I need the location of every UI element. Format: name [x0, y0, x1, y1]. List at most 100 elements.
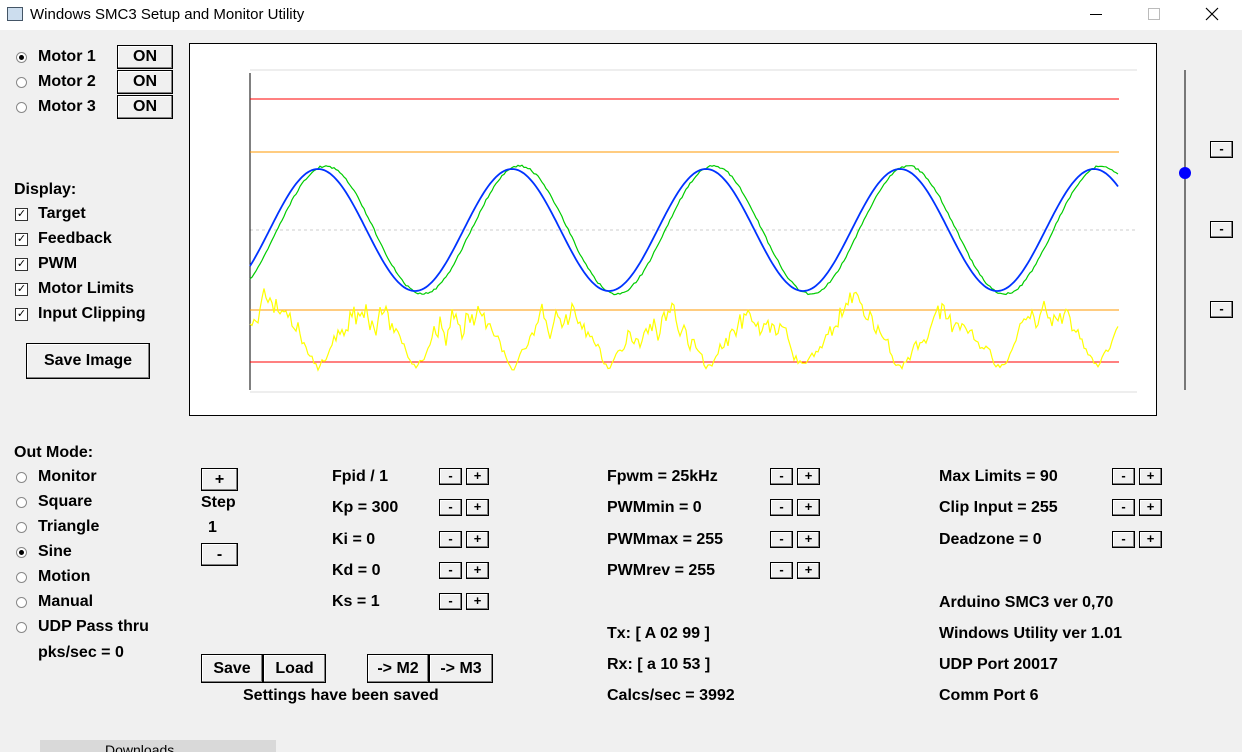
plus-button[interactable]: + — [797, 562, 820, 579]
out-mode-option: UDP Pass thru — [38, 618, 149, 636]
pks-label: pks/sec = 0 — [38, 644, 124, 662]
plus-button[interactable]: + — [466, 531, 489, 548]
out-mode-option: Manual — [38, 593, 93, 611]
info-text: Arduino SMC3 ver 0,70 — [939, 594, 1113, 612]
info-text: UDP Port 20017 — [939, 656, 1058, 674]
minus-button[interactable]: - — [439, 562, 462, 579]
minus-button[interactable]: - — [439, 468, 462, 485]
plus-button[interactable]: + — [797, 468, 820, 485]
action-button[interactable]: Load — [263, 654, 326, 683]
on-button[interactable]: ON — [117, 70, 173, 94]
radio[interactable] — [16, 102, 27, 113]
info-text: Comm Port 6 — [939, 687, 1039, 705]
minus-button[interactable]: - — [439, 531, 462, 548]
limit-param: Max Limits = 90 — [939, 468, 1058, 486]
motor-label: Motor 1 — [38, 48, 96, 66]
action-button[interactable]: -> M3 — [429, 654, 493, 683]
radio[interactable] — [16, 547, 27, 558]
plus-button[interactable]: + — [466, 468, 489, 485]
pid-param: Kp = 300 — [332, 499, 398, 517]
plus-button[interactable]: + — [1139, 468, 1162, 485]
plus-button[interactable]: + — [1139, 499, 1162, 516]
checkbox[interactable]: ✓ — [15, 283, 28, 296]
display-option: Input Clipping — [38, 305, 146, 323]
slider-button[interactable]: - — [1210, 221, 1233, 238]
status-text: Settings have been saved — [243, 687, 439, 705]
app-icon — [7, 7, 23, 21]
radio[interactable] — [16, 622, 27, 633]
checkbox[interactable]: ✓ — [15, 233, 28, 246]
minus-button[interactable]: - — [1112, 499, 1135, 516]
radio[interactable] — [16, 497, 27, 508]
plus-button[interactable]: + — [466, 499, 489, 516]
radio[interactable] — [16, 597, 27, 608]
radio[interactable] — [16, 77, 27, 88]
step-plus[interactable]: + — [201, 468, 238, 491]
radio[interactable] — [16, 472, 27, 483]
display-option: Feedback — [38, 230, 112, 248]
on-button[interactable]: ON — [117, 45, 173, 69]
taskbar-label: Downloads — [105, 742, 174, 752]
action-button[interactable]: -> M2 — [367, 654, 429, 683]
save-image-button[interactable]: Save Image — [26, 343, 150, 379]
plot — [189, 43, 1158, 417]
minus-button[interactable]: - — [439, 593, 462, 610]
plus-button[interactable]: + — [1139, 531, 1162, 548]
pwm-param: PWMmin = 0 — [607, 499, 702, 517]
minus-button[interactable]: - — [1112, 531, 1135, 548]
pid-param: Ki = 0 — [332, 531, 375, 549]
display-option: Target — [38, 205, 86, 223]
step-minus[interactable]: - — [201, 543, 238, 566]
on-button[interactable]: ON — [117, 95, 173, 119]
radio[interactable] — [16, 572, 27, 583]
plus-button[interactable]: + — [466, 562, 489, 579]
minus-button[interactable]: - — [770, 468, 793, 485]
comm-text: Tx: [ A 02 99 ] — [607, 625, 710, 643]
out-mode-option: Motion — [38, 568, 90, 586]
window-title: Windows SMC3 Setup and Monitor Utility — [30, 6, 304, 23]
comm-text: Rx: [ a 10 53 ] — [607, 656, 710, 674]
out-mode-option: Monitor — [38, 468, 97, 486]
out-mode-option: Triangle — [38, 518, 99, 536]
pid-param: Fpid / 1 — [332, 468, 388, 486]
display-option: Motor Limits — [38, 280, 134, 298]
close[interactable] — [1205, 7, 1219, 21]
step-value: 1 — [208, 519, 217, 537]
out-mode-option: Sine — [38, 543, 72, 561]
slider-button[interactable]: - — [1210, 301, 1233, 318]
checkbox[interactable]: ✓ — [15, 208, 28, 221]
comm-text: Calcs/sec = 3992 — [607, 687, 735, 705]
radio[interactable] — [16, 52, 27, 63]
minus-button[interactable]: - — [770, 562, 793, 579]
pid-param: Kd = 0 — [332, 562, 380, 580]
checkbox[interactable]: ✓ — [15, 308, 28, 321]
out-mode-option: Square — [38, 493, 92, 511]
display-option: PWM — [38, 255, 77, 273]
motor-label: Motor 2 — [38, 73, 96, 91]
maximize[interactable] — [1148, 8, 1160, 20]
taskbar-item[interactable]: Downloads — [40, 740, 276, 752]
minus-button[interactable]: - — [770, 499, 793, 516]
minus-button[interactable]: - — [439, 499, 462, 516]
plus-button[interactable]: + — [797, 499, 820, 516]
minus-button[interactable]: - — [1112, 468, 1135, 485]
pwm-param: PWMmax = 255 — [607, 531, 723, 549]
pwm-param: PWMrev = 255 — [607, 562, 715, 580]
info-text: Windows Utility ver 1.01 — [939, 625, 1122, 643]
slider-button[interactable]: - — [1210, 141, 1233, 158]
pwm-param: Fpwm = 25kHz — [607, 468, 718, 486]
slider[interactable] — [1175, 65, 1195, 395]
limit-param: Deadzone = 0 — [939, 531, 1042, 549]
plus-button[interactable]: + — [466, 593, 489, 610]
minus-button[interactable]: - — [770, 531, 793, 548]
pid-param: Ks = 1 — [332, 593, 380, 611]
display-heading: Display: — [14, 181, 76, 199]
step-label: Step — [201, 494, 236, 512]
action-button[interactable]: Save — [201, 654, 263, 683]
minimize[interactable] — [1090, 14, 1102, 15]
radio[interactable] — [16, 522, 27, 533]
motor-label: Motor 3 — [38, 98, 96, 116]
plus-button[interactable]: + — [797, 531, 820, 548]
checkbox[interactable]: ✓ — [15, 258, 28, 271]
